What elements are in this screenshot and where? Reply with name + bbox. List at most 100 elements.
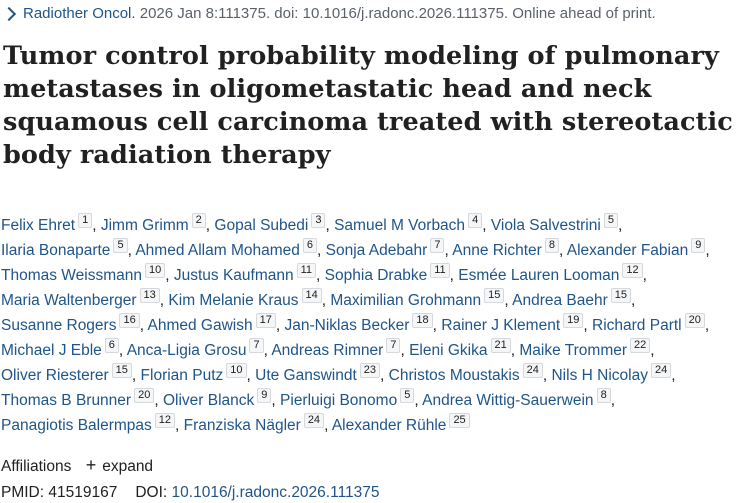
- affiliation-ref-button[interactable]: 24: [651, 363, 671, 378]
- affiliation-ref-button[interactable]: 5: [604, 213, 618, 228]
- author-name-link[interactable]: Esmée Lauren Looman: [458, 267, 619, 284]
- affiliation-ref-button[interactable]: 4: [468, 213, 482, 228]
- author-name-link[interactable]: Anne Richter: [452, 242, 542, 259]
- affiliation-ref-button[interactable]: 11: [430, 263, 449, 278]
- author-name-link[interactable]: Sophia Drabke: [325, 267, 428, 284]
- article-title: Tumor control probability modeling of pu…: [3, 40, 745, 172]
- author-name-link[interactable]: Maximilian Grohmann: [330, 292, 481, 309]
- affiliation-ref-button[interactable]: 20: [685, 313, 705, 328]
- author-name-link[interactable]: Anca-Ligia Grosu: [127, 342, 247, 359]
- affiliation-ref-button[interactable]: 9: [691, 238, 705, 253]
- author-name-link[interactable]: Panagiotis Balermpas: [1, 417, 152, 434]
- affiliation-ref-button[interactable]: 9: [257, 388, 271, 403]
- affiliation-ref-button[interactable]: 15: [484, 288, 504, 303]
- author-separator: ,: [154, 392, 158, 409]
- author-item: Justus Kaufmann 11,: [174, 267, 321, 284]
- affiliation-ref-button[interactable]: 8: [545, 238, 559, 253]
- author-name-link[interactable]: Justus Kaufmann: [174, 267, 294, 284]
- affiliation-ref-button[interactable]: 20: [134, 388, 154, 403]
- author-name-link[interactable]: Alexander Rühle: [332, 417, 447, 434]
- author-name-link[interactable]: Susanne Rogers: [1, 317, 116, 334]
- affiliation-ref-button[interactable]: 5: [113, 238, 127, 253]
- author-name-link[interactable]: Gopal Subedi: [214, 217, 308, 234]
- affiliation-ref-button[interactable]: 10: [226, 363, 246, 378]
- affiliation-ref-button[interactable]: 19: [563, 313, 583, 328]
- author-separator: ,: [140, 317, 144, 334]
- author-separator: ,: [583, 317, 587, 334]
- affiliation-ref-button[interactable]: 3: [311, 213, 325, 228]
- author-name-link[interactable]: Florian Putz: [141, 367, 224, 384]
- affiliation-ref-button[interactable]: 5: [400, 388, 414, 403]
- author-name-link[interactable]: Viola Salvestrini: [491, 217, 601, 234]
- author-name-link[interactable]: Felix Ehret: [1, 217, 75, 234]
- affiliation-ref-button[interactable]: 7: [386, 338, 400, 353]
- affiliation-ref-button[interactable]: 11: [297, 263, 316, 278]
- author-separator: ,: [264, 342, 268, 359]
- author-name-link[interactable]: Maike Trommer: [519, 342, 627, 359]
- author-name-link[interactable]: Christos Moustakis: [389, 367, 520, 384]
- author-name-link[interactable]: Samuel M Vorbach: [334, 217, 465, 234]
- affiliation-ref-button[interactable]: 10: [145, 263, 165, 278]
- author-separator: ,: [276, 317, 280, 334]
- affiliation-ref-button[interactable]: 17: [256, 313, 276, 328]
- author-name-link[interactable]: Sonja Adebahr: [326, 242, 428, 259]
- author-name-link[interactable]: Andrea Baehr: [512, 292, 608, 309]
- author-name-link[interactable]: Andreas Rimner: [271, 342, 383, 359]
- affiliation-ref-button[interactable]: 18: [412, 313, 432, 328]
- affiliation-ref-button[interactable]: 7: [249, 338, 263, 353]
- affiliation-ref-button[interactable]: 8: [597, 388, 611, 403]
- citation-line: Radiother Oncol. 2026 Jan 8:111375. doi:…: [3, 5, 656, 23]
- affiliation-ref-button[interactable]: 1: [78, 213, 92, 228]
- author-item: Ahmed Gawish 17,: [147, 317, 280, 334]
- author-separator: ,: [650, 342, 654, 359]
- author-name-link[interactable]: Oliver Riesterer: [1, 367, 109, 384]
- affiliation-ref-button[interactable]: 16: [119, 313, 139, 328]
- affiliation-ref-button[interactable]: 21: [491, 338, 511, 353]
- plus-icon: +: [86, 455, 97, 475]
- author-name-link[interactable]: Alexander Fabian: [567, 242, 689, 259]
- affiliation-ref-button[interactable]: 6: [105, 338, 119, 353]
- doi-label: DOI:: [135, 484, 167, 501]
- author-name-link[interactable]: Jimm Grimm: [101, 217, 189, 234]
- author-name-link[interactable]: Michael J Eble: [1, 342, 102, 359]
- affiliation-ref-button[interactable]: 14: [302, 288, 322, 303]
- author-name-link[interactable]: Ahmed Gawish: [147, 317, 252, 334]
- author-name-link[interactable]: Eleni Gkika: [409, 342, 487, 359]
- author-name-link[interactable]: Ute Ganswindt: [255, 367, 357, 384]
- author-separator: ,: [504, 292, 508, 309]
- doi-link[interactable]: 10.1016/j.radonc.2026.111375: [172, 484, 380, 501]
- author-separator: ,: [128, 242, 132, 259]
- chevron-right-icon[interactable]: [2, 6, 16, 20]
- author-name-link[interactable]: Ahmed Allam Mohamed: [135, 242, 300, 259]
- author-item: Jimm Grimm 2,: [101, 217, 210, 234]
- affiliation-ref-button[interactable]: 13: [140, 288, 160, 303]
- affiliation-ref-button[interactable]: 12: [622, 263, 642, 278]
- author-name-link[interactable]: Nils H Nicolay: [551, 367, 647, 384]
- author-separator: ,: [92, 217, 96, 234]
- author-name-link[interactable]: Ilaria Bonaparte: [1, 242, 110, 259]
- author-name-link[interactable]: Oliver Blanck: [163, 392, 254, 409]
- affiliation-ref-button[interactable]: 24: [523, 363, 543, 378]
- author-name-link[interactable]: Jan-Niklas Becker: [284, 317, 409, 334]
- author-name-link[interactable]: Richard Partl: [592, 317, 682, 334]
- affiliation-ref-button[interactable]: 12: [155, 413, 175, 428]
- author-name-link[interactable]: Franziska Nägler: [184, 417, 301, 434]
- affiliation-ref-button[interactable]: 7: [430, 238, 444, 253]
- affiliation-ref-button[interactable]: 25: [449, 413, 469, 428]
- author-name-link[interactable]: Andrea Wittig-Sauerwein: [422, 392, 593, 409]
- affiliation-ref-button[interactable]: 15: [611, 288, 631, 303]
- affiliation-ref-button[interactable]: 2: [192, 213, 206, 228]
- affiliation-ref-button[interactable]: 24: [304, 413, 324, 428]
- author-name-link[interactable]: Kim Melanie Kraus: [168, 292, 298, 309]
- author-name-link[interactable]: Pierluigi Bonomo: [280, 392, 397, 409]
- journal-link[interactable]: Radiother Oncol.: [23, 5, 136, 22]
- author-name-link[interactable]: Thomas B Brunner: [1, 392, 131, 409]
- affiliation-ref-button[interactable]: 22: [630, 338, 650, 353]
- author-name-link[interactable]: Thomas Weissmann: [1, 267, 142, 284]
- author-name-link[interactable]: Maria Waltenberger: [1, 292, 137, 309]
- affiliation-ref-button[interactable]: 23: [360, 363, 380, 378]
- affiliation-ref-button[interactable]: 15: [112, 363, 132, 378]
- affiliations-expand-button[interactable]: + expand: [86, 458, 153, 475]
- affiliation-ref-button[interactable]: 6: [303, 238, 317, 253]
- author-name-link[interactable]: Rainer J Klement: [441, 317, 560, 334]
